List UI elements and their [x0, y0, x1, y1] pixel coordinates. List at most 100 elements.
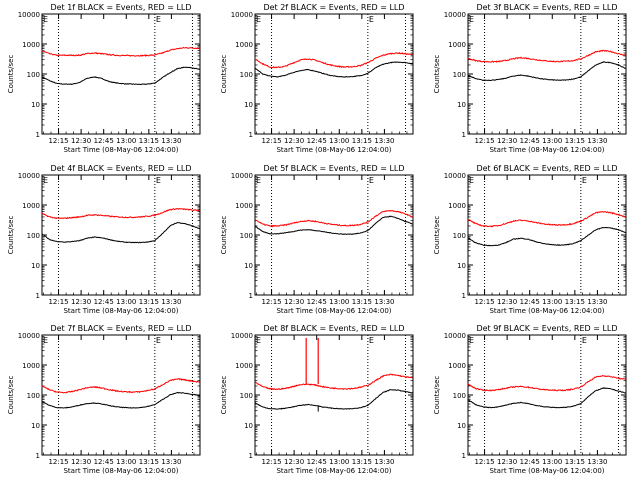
y-axis-label: Counts/sec — [220, 376, 228, 415]
x-tick-label: 13:30 — [587, 137, 607, 145]
y-tick-label: 100 — [240, 232, 253, 240]
y-tick-label: 100 — [27, 71, 40, 79]
x-tick-label: 13:30 — [161, 298, 181, 306]
y-tick-label: 10 — [31, 422, 40, 430]
y-tick-label: 10000 — [444, 332, 466, 340]
x-tick-label: 12:30 — [284, 298, 304, 306]
y-axis-label: Counts/sec — [7, 376, 15, 415]
y-tick-label: 100 — [240, 392, 253, 400]
series-line-lld — [467, 374, 627, 392]
x-axis-label: Start Time (08-May-06 12:04:00) — [276, 307, 391, 315]
x-tick-label: 12:15 — [48, 298, 68, 306]
series-line-events — [41, 222, 201, 244]
event-marker: E — [256, 15, 261, 24]
y-tick-label: 10000 — [231, 332, 253, 340]
series-line-events — [41, 66, 200, 86]
plot-frame — [254, 334, 414, 456]
x-tick-label: 12:30 — [497, 458, 517, 466]
x-tick-label: 13:15 — [565, 298, 585, 306]
plot-frame — [467, 174, 627, 296]
x-tick-label: 12:30 — [284, 137, 304, 145]
y-tick-label: 10000 — [18, 332, 40, 340]
series-line-events — [467, 61, 626, 82]
y-tick-label: 10 — [244, 262, 253, 270]
panel-6: Det 6f BLACK = Events, RED = LLD 1 10 100 10… — [433, 164, 627, 315]
series-line-lld — [255, 209, 413, 228]
x-tick-label: 13:30 — [374, 458, 394, 466]
x-tick-label: 13:30 — [161, 458, 181, 466]
event-marker: E — [582, 15, 587, 24]
y-tick-label: 100 — [27, 392, 40, 400]
y-tick-label: 1 — [36, 292, 40, 300]
x-axis-label: Start Time (08-May-06 12:04:00) — [63, 146, 178, 154]
panel-title: Det 9f BLACK = Events, RED = LLD — [476, 324, 617, 333]
event-marker: E — [369, 176, 374, 185]
x-axis-label: Start Time (08-May-06 12:04:00) — [276, 146, 391, 154]
y-tick-label: 1 — [462, 452, 466, 460]
plot-frame — [467, 13, 627, 135]
x-tick-label: 13:30 — [374, 298, 394, 306]
event-marker: E — [43, 176, 48, 185]
event-marker: E — [256, 336, 261, 345]
x-tick-label: 12:15 — [48, 458, 68, 466]
y-tick-label: 1000 — [22, 362, 40, 370]
panel-8: Det 8f BLACK = Events, RED = LLD 1 10 100 10… — [220, 324, 414, 475]
x-tick-label: 12:15 — [48, 137, 68, 145]
panel-title: Det 2f BLACK = Events, RED = LLD — [263, 3, 404, 12]
x-tick-label: 12:45 — [94, 298, 114, 306]
x-tick-label: 12:15 — [474, 137, 494, 145]
panel-title: Det 7f BLACK = Events, RED = LLD — [50, 324, 191, 333]
event-marker: E — [469, 336, 474, 345]
x-tick-label: 12:45 — [94, 137, 114, 145]
y-tick-label: 1000 — [448, 41, 466, 49]
y-axis-label: Counts/sec — [433, 376, 441, 415]
x-tick-label: 13:00 — [329, 298, 349, 306]
plot-frame — [254, 13, 414, 135]
event-marker: E — [582, 336, 587, 345]
event-marker: E — [369, 336, 374, 345]
y-tick-label: 10 — [31, 101, 40, 109]
y-tick-label: 100 — [453, 71, 466, 79]
x-axis-label: Start Time (08-May-06 12:04:00) — [489, 307, 604, 315]
event-marker: E — [582, 176, 587, 185]
y-tick-label: 10 — [31, 262, 40, 270]
event-marker: E — [43, 15, 48, 24]
event-marker: E — [256, 176, 261, 185]
y-tick-label: 10000 — [231, 11, 253, 19]
panel-title: Det 3f BLACK = Events, RED = LLD — [476, 3, 617, 12]
x-tick-label: 12:45 — [307, 137, 327, 145]
series-line-lld — [41, 378, 200, 394]
panel-5: Det 5f BLACK = Events, RED = LLD 1 10 100 10… — [220, 164, 414, 315]
x-tick-label: 12:45 — [307, 458, 327, 466]
y-tick-label: 1000 — [235, 202, 253, 210]
y-axis-label: Counts/sec — [7, 216, 15, 255]
x-tick-label: 12:30 — [497, 137, 517, 145]
y-tick-label: 1000 — [448, 202, 466, 210]
y-tick-label: 1000 — [235, 362, 253, 370]
x-tick-label: 13:00 — [116, 458, 136, 466]
x-tick-label: 12:30 — [284, 458, 304, 466]
event-marker: E — [156, 336, 161, 345]
event-marker: E — [469, 176, 474, 185]
x-tick-label: 13:00 — [542, 137, 562, 145]
x-tick-label: 13:15 — [139, 458, 159, 466]
x-tick-label: 13:00 — [542, 298, 562, 306]
panel-title: Det 1f BLACK = Events, RED = LLD — [50, 3, 191, 12]
y-tick-label: 1 — [462, 292, 466, 300]
y-tick-label: 10000 — [18, 172, 40, 180]
x-tick-label: 12:45 — [94, 458, 114, 466]
event-marker: E — [369, 15, 374, 24]
y-tick-label: 10000 — [231, 172, 253, 180]
series-line-events — [254, 61, 413, 78]
series-line-lld — [41, 46, 201, 57]
y-tick-label: 10 — [244, 101, 253, 109]
plot-frame — [254, 174, 414, 296]
x-tick-label: 12:15 — [261, 137, 281, 145]
event-marker: E — [469, 15, 474, 24]
x-tick-label: 12:15 — [474, 458, 494, 466]
y-tick-label: 1 — [249, 452, 253, 460]
series-line-lld — [254, 51, 413, 69]
x-tick-label: 13:15 — [139, 298, 159, 306]
y-tick-label: 10 — [457, 422, 466, 430]
